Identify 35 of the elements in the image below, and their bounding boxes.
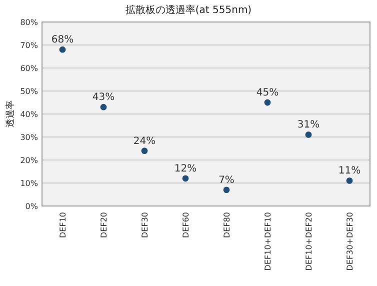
point (141, 148, 148, 154)
data-label: 12% (174, 163, 197, 174)
y-tick-label: 80% (20, 18, 38, 27)
point (346, 178, 353, 184)
x-tick-label: DEF30 (140, 212, 150, 238)
point (100, 104, 107, 110)
x-tick-label: DEF10+DEF20 (304, 212, 314, 271)
x-tick-label: DEF10 (58, 212, 68, 238)
data-label: 24% (133, 136, 156, 147)
data-label: 45% (256, 88, 279, 98)
y-tick-label: 30% (20, 133, 38, 142)
point (182, 175, 189, 182)
y-tick-label: 60% (20, 64, 38, 73)
point (305, 132, 312, 138)
point (264, 99, 271, 106)
y-tick-label: 20% (20, 156, 38, 165)
data-label: 68% (51, 34, 74, 46)
point (223, 186, 230, 194)
data-label: 31% (297, 120, 320, 131)
y-tick-label: 50% (20, 87, 38, 96)
data-label: 43% (92, 92, 115, 104)
y-tick-label: 40% (20, 110, 38, 119)
x-tick-label: DEF60 (182, 212, 190, 238)
x-tick-label: DEF80 (222, 212, 232, 238)
y-tick-label: 10% (20, 179, 38, 188)
chart-title: 拡散板の透過率(at 555nm) (125, 4, 252, 16)
y-tick-label: 70% (20, 41, 38, 50)
y-axis-title: 透過率 (5, 100, 16, 128)
point (59, 46, 66, 53)
x-tick-label: DEF20 (100, 212, 108, 238)
data-label: 7% (218, 174, 234, 186)
x-tick-label: DEF30+DEF30 (346, 212, 354, 271)
x-tick-label: DEF10+DEF10 (264, 212, 272, 271)
y-tick-label: 0% (25, 202, 38, 211)
data-label: 11% (338, 166, 361, 177)
